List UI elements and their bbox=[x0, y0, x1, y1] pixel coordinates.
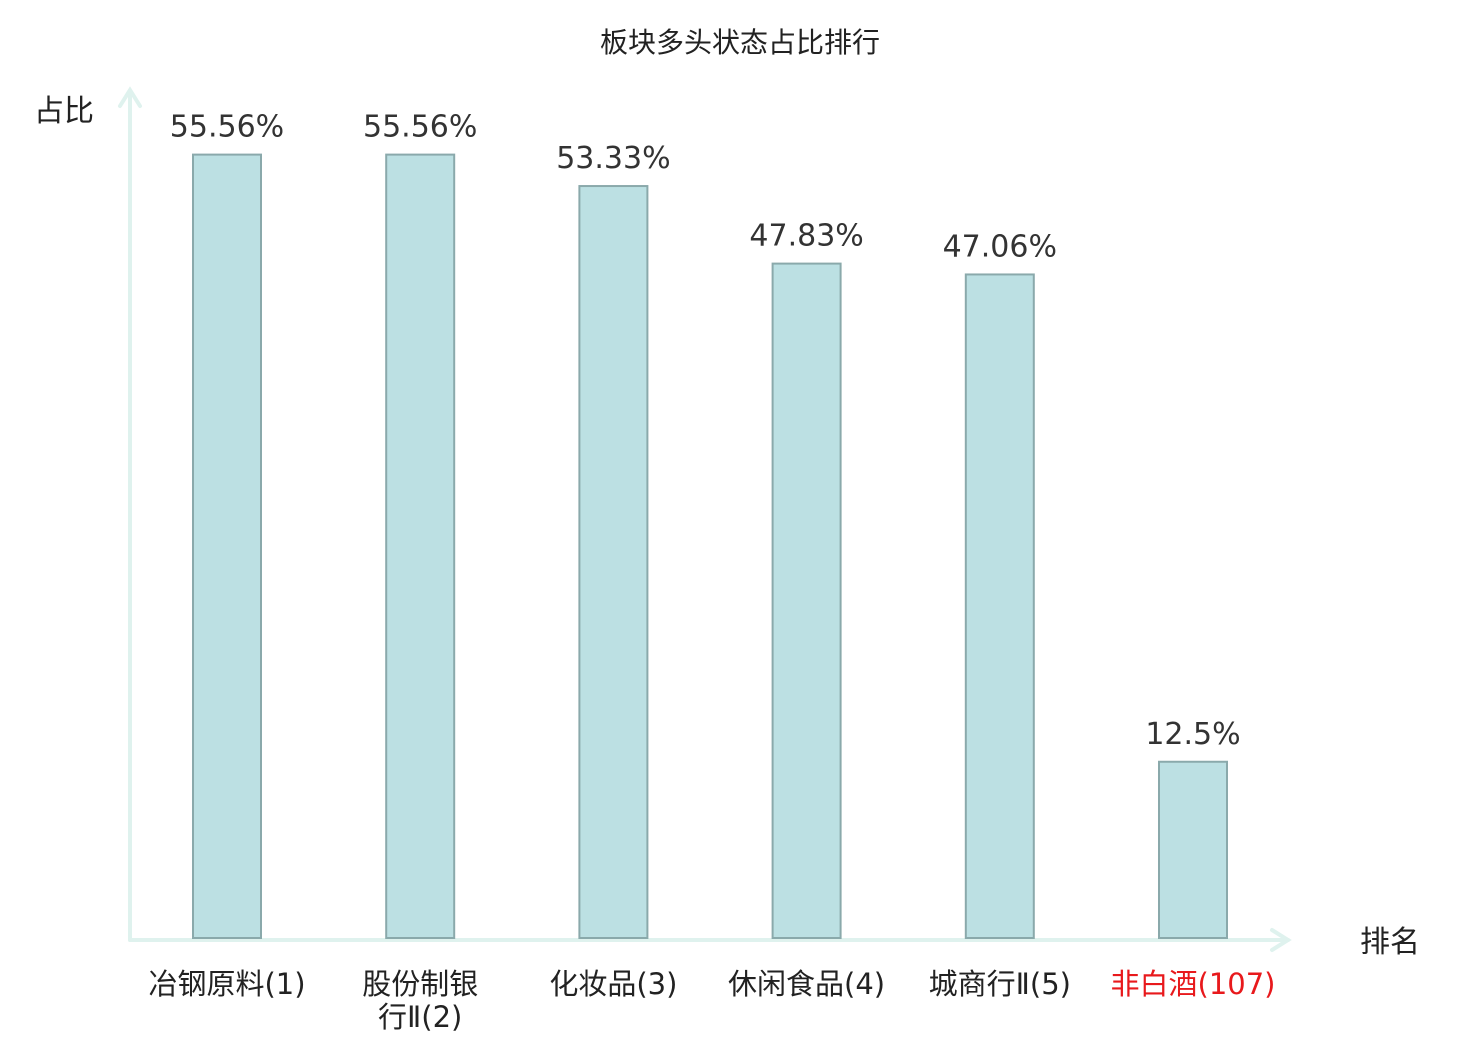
x-tick-label: 股份制银 bbox=[362, 967, 478, 1001]
x-tick-label: 城商行Ⅱ(5) bbox=[929, 967, 1071, 1001]
data-label: 53.33% bbox=[556, 141, 670, 176]
bar bbox=[578, 185, 649, 939]
x-tick-label: 行Ⅱ(2) bbox=[378, 1000, 462, 1034]
y-axis-label: 占比 bbox=[34, 94, 94, 129]
x-tick-label: 非白酒(107) bbox=[1111, 967, 1276, 1001]
x-tick-label: 冶钢原料(1) bbox=[148, 967, 305, 1001]
bar bbox=[1158, 760, 1228, 939]
x-axis-label: 排名 bbox=[1360, 925, 1420, 960]
y-axis: 占比 bbox=[34, 86, 142, 942]
x-axis-arrow-icon bbox=[1270, 928, 1292, 952]
chart-title: 板块多头状态占比排行 bbox=[600, 26, 880, 59]
bars-group bbox=[192, 153, 1228, 940]
bar bbox=[192, 153, 262, 939]
value-labels-group: 55.56% 55.56% 53.33% 47.83% 47.06% 12.5% bbox=[170, 110, 1241, 752]
x-axis: 排名 bbox=[128, 925, 1420, 960]
data-label: 55.56% bbox=[170, 110, 284, 145]
y-axis-arrow-icon bbox=[118, 86, 142, 108]
x-tick-label: 休闲食品(4) bbox=[728, 967, 885, 1001]
data-label: 12.5% bbox=[1145, 717, 1240, 752]
x-tick-label: 化妆品(3) bbox=[549, 967, 677, 1001]
bar bbox=[964, 273, 1035, 940]
data-label: 47.83% bbox=[749, 219, 863, 254]
data-label: 47.06% bbox=[943, 229, 1057, 264]
data-label: 55.56% bbox=[363, 110, 477, 145]
bar bbox=[771, 262, 842, 939]
bar bbox=[385, 153, 456, 939]
